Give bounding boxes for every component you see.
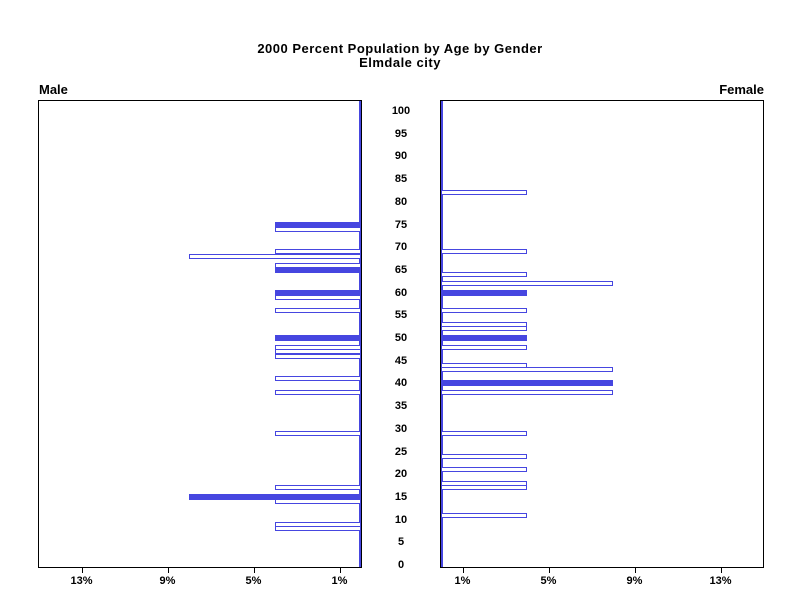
age-tick-label-75: 75 (394, 218, 408, 231)
male-bar-age-46 (275, 353, 361, 359)
female-pct-tick-label-13: 13% (709, 575, 732, 587)
male-pct-tick-13 (81, 568, 83, 573)
age-tick-label-60: 60 (394, 286, 408, 299)
age-tick-label-15: 15 (394, 490, 408, 503)
female-bar-age-69 (441, 249, 527, 255)
age-tick-label-35: 35 (394, 400, 408, 413)
age-tick-label-20: 20 (394, 468, 408, 481)
age-tick-label-90: 90 (394, 150, 408, 163)
male-bar-age-68 (189, 253, 361, 259)
male-pct-tick-label-9: 9% (159, 575, 176, 587)
female-bar-age-43 (441, 367, 613, 373)
male-pct-tick-1 (339, 568, 341, 573)
female-axis-baseline (441, 101, 443, 567)
female-bar-age-56 (441, 308, 527, 314)
female-pct-tick-9 (634, 568, 636, 573)
age-tick-label-5: 5 (397, 536, 405, 549)
male-panel-label: Male (39, 82, 68, 97)
female-pct-tick-label-1: 1% (454, 575, 471, 587)
female-bar-age-52 (441, 326, 527, 332)
age-tick-label-40: 40 (394, 377, 408, 390)
age-tick-label-85: 85 (394, 173, 408, 186)
male-bars-layer (39, 101, 361, 567)
female-bar-age-11 (441, 512, 527, 518)
age-tick-label-10: 10 (394, 513, 408, 526)
female-pct-tick-1 (462, 568, 464, 573)
male-pct-tick-label-13: 13% (70, 575, 93, 587)
female-pct-tick-13 (720, 568, 722, 573)
male-pct-tick-9 (167, 568, 169, 573)
male-bar-age-59 (275, 294, 361, 300)
female-bar-age-40 (441, 380, 613, 387)
age-tick-label-95: 95 (394, 127, 408, 140)
male-bar-age-56 (275, 308, 361, 314)
chart-subtitle: Elmdale city (359, 55, 441, 70)
age-tick-label-50: 50 (394, 332, 408, 344)
male-bar-age-9 (275, 521, 361, 527)
female-bar-age-48 (441, 344, 527, 350)
female-bar-age-21 (441, 467, 527, 473)
age-axis-labels: 100 95 90 85 80 75 70 65 60 55 50 45 40 35 30 25 20 15 10 5… (362, 100, 440, 580)
male-bar-age-29 (275, 430, 361, 436)
female-pct-tick-label-5: 5% (540, 575, 557, 587)
age-tick-label-25: 25 (394, 445, 408, 458)
male-bar-age-14 (275, 498, 361, 504)
female-bar-age-60 (441, 289, 527, 296)
age-tick-label-70: 70 (394, 241, 408, 254)
age-tick-label-30: 30 (394, 422, 408, 435)
age-tick-label-100: 100 (391, 105, 411, 117)
female-bar-age-82 (441, 190, 527, 196)
female-pct-tick-label-9: 9% (626, 575, 643, 587)
female-bar-age-17 (441, 485, 527, 491)
male-pct-tick-label-1: 1% (331, 575, 348, 587)
female-bars-layer (441, 101, 763, 567)
male-pct-tick-label-5: 5% (245, 575, 262, 587)
female-bar-age-29 (441, 430, 527, 436)
male-bar-age-38 (275, 390, 361, 395)
age-tick-label-55: 55 (394, 309, 408, 322)
chart-title: 2000 Percent Population by Age by Gender (257, 41, 543, 56)
age-tick-label-45: 45 (394, 354, 408, 367)
male-bar-age-47 (275, 349, 361, 355)
female-bar-age-38 (441, 390, 613, 395)
male-bar-age-74 (275, 226, 361, 232)
female-pct-tick-5 (548, 568, 550, 573)
male-axis-baseline (359, 101, 361, 567)
female-bar-age-62 (441, 281, 613, 286)
female-bar-age-50 (441, 335, 527, 341)
male-bar-age-8 (275, 526, 361, 532)
age-tick-label-0: 0 (397, 559, 405, 571)
female-panel-label: Female (719, 82, 764, 97)
female-bar-age-64 (441, 271, 527, 277)
male-pct-tick-5 (253, 568, 255, 573)
male-bar-age-17 (275, 485, 361, 491)
male-bar-age-50 (275, 335, 361, 341)
male-bar-age-41 (275, 376, 361, 382)
female-bar-age-44 (441, 362, 527, 368)
age-tick-label-65: 65 (394, 263, 408, 276)
male-bar-age-65 (275, 266, 361, 273)
female-bar-age-24 (441, 453, 527, 459)
age-tick-label-80: 80 (394, 195, 408, 208)
male-bar-age-69 (275, 249, 361, 255)
